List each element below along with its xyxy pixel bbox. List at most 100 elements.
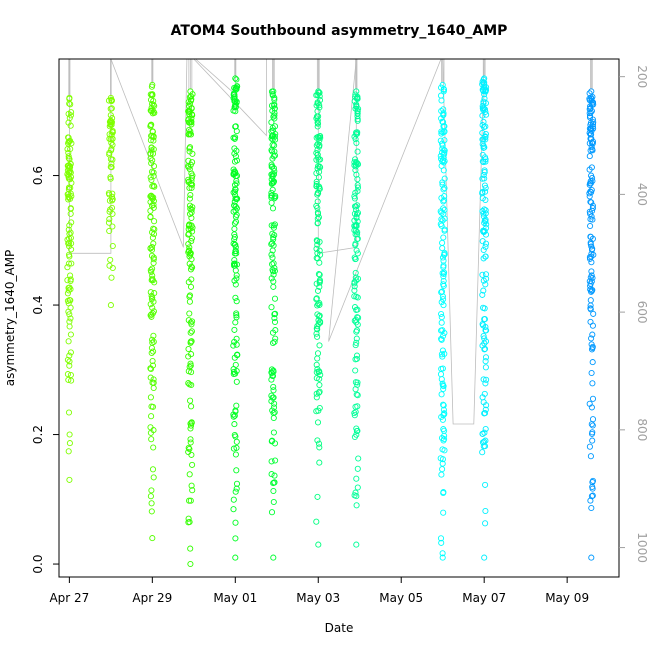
data-point <box>354 403 361 410</box>
data-point <box>150 97 157 105</box>
data-point <box>150 240 157 247</box>
data-point <box>188 482 195 489</box>
data-point <box>233 480 241 487</box>
data-point <box>68 140 75 147</box>
data-point <box>147 267 154 274</box>
data-point <box>270 171 278 178</box>
data-point <box>352 489 359 496</box>
data-point <box>588 243 595 250</box>
data-point <box>233 298 240 305</box>
data-point <box>65 194 72 201</box>
data-point <box>441 447 448 454</box>
data-point <box>109 197 116 204</box>
data-point <box>439 550 446 557</box>
data-point <box>439 554 446 561</box>
data-point <box>440 401 447 408</box>
data-point <box>234 351 241 358</box>
data-point <box>106 262 113 269</box>
data-point <box>65 376 72 383</box>
cluster <box>351 88 362 548</box>
data-point <box>185 448 192 456</box>
data-point <box>316 259 323 266</box>
data-point <box>438 391 445 398</box>
cluster <box>230 75 241 561</box>
data-point <box>65 190 72 197</box>
data-point <box>438 310 445 318</box>
data-point <box>189 150 196 157</box>
data-point <box>149 357 156 365</box>
data-point <box>353 206 360 213</box>
data-point <box>149 272 156 279</box>
data-point <box>232 361 239 368</box>
data-point <box>270 278 277 285</box>
data-point <box>232 488 239 495</box>
data-point <box>590 310 597 317</box>
data-point <box>65 300 72 307</box>
data-point <box>586 110 593 117</box>
x-tick-label: Apr 29 <box>132 591 172 605</box>
data-point <box>353 502 360 509</box>
data-point <box>107 156 114 163</box>
data-point <box>480 399 487 406</box>
data-point <box>268 147 275 154</box>
data-point <box>352 156 359 163</box>
data-point <box>587 297 594 304</box>
data-point <box>316 97 324 104</box>
cluster <box>105 94 116 309</box>
data-point <box>439 245 446 252</box>
data-point <box>314 120 322 127</box>
data-point <box>482 136 489 143</box>
data-point <box>440 509 447 516</box>
data-point <box>67 101 74 108</box>
data-point <box>232 554 239 561</box>
data-point <box>108 164 115 171</box>
data-point <box>588 421 595 428</box>
data-point <box>188 238 195 245</box>
data-point <box>66 284 73 291</box>
data-point <box>231 220 238 227</box>
data-point <box>67 145 74 153</box>
data-point <box>271 102 278 109</box>
data-point <box>354 117 361 124</box>
data-point <box>354 209 362 216</box>
data-point <box>352 256 359 263</box>
data-point <box>351 162 358 169</box>
data-point <box>232 247 239 255</box>
data-point <box>233 272 240 279</box>
data-point <box>481 345 489 352</box>
data-point <box>439 158 446 165</box>
data-point <box>231 135 238 142</box>
data-point <box>587 222 594 230</box>
data-point <box>68 246 75 253</box>
data-point <box>149 100 156 108</box>
data-point <box>66 440 73 447</box>
data-point <box>314 287 322 294</box>
data-point <box>317 251 324 258</box>
data-point <box>68 109 75 116</box>
data-point <box>231 326 238 333</box>
data-point <box>354 321 361 328</box>
data-point <box>188 214 195 222</box>
cluster <box>64 94 75 483</box>
data-point <box>231 93 238 100</box>
cluster <box>437 81 448 561</box>
data-point <box>64 236 71 243</box>
data-point <box>150 338 157 345</box>
data-point <box>106 227 113 235</box>
data-point <box>590 119 597 126</box>
data-point <box>589 343 596 350</box>
data-point <box>148 144 155 151</box>
data-point <box>440 383 447 390</box>
data-point <box>479 430 486 437</box>
data-point <box>440 198 447 205</box>
data-point <box>353 352 361 359</box>
data-point <box>480 246 487 254</box>
data-point <box>270 383 277 390</box>
data-point <box>481 429 488 436</box>
data-point <box>313 178 320 185</box>
data-point <box>482 358 489 365</box>
x-tick-label: May 05 <box>379 591 423 605</box>
data-point <box>147 289 154 296</box>
data-point <box>314 419 322 426</box>
data-point <box>232 75 239 82</box>
